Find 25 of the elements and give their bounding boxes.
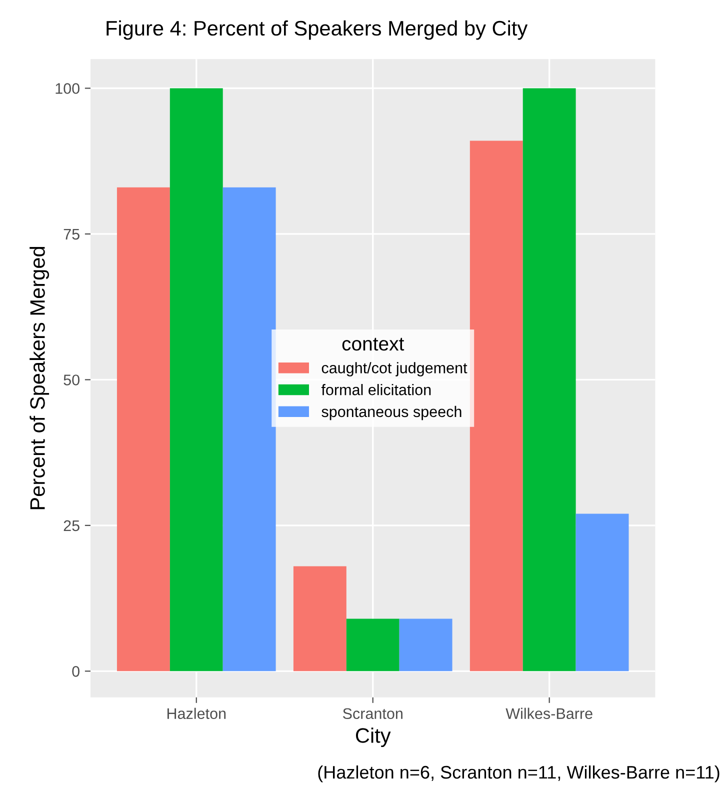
y-tick-label: 100 [56,83,80,94]
x-axis-title: City [356,728,391,748]
y-tick-label: 25 [64,520,80,532]
y-axis-title: Percent of Speakers Merged [30,246,50,510]
bar [522,88,576,672]
legend-title: context [342,338,404,351]
chart-title: Figure 4: Percent of Speakers Merged by City [106,20,528,40]
legend-label: caught/cot judgement [322,362,468,376]
x-tick-label: Hazleton [167,708,226,720]
text: (Hazleton n=6, Scranton n=11, Wilkes-Barre n=11) [318,765,720,782]
bar [346,618,400,672]
legend-label: spontaneous speech [322,406,462,420]
legend-label: formal elicitation [321,384,431,396]
x-tick-label: Wilkes-Barre [506,708,592,720]
bar [170,88,223,672]
bar [222,187,276,672]
y-tick-label: 75 [64,228,80,240]
bar [116,187,170,672]
bar [293,566,346,672]
bar [470,140,523,672]
y-tick-label: 50 [64,374,80,386]
bar [576,514,629,672]
bar [399,618,452,672]
x-tick-label: Scranton [342,708,402,720]
y-tick-label: 0 [72,666,80,677]
